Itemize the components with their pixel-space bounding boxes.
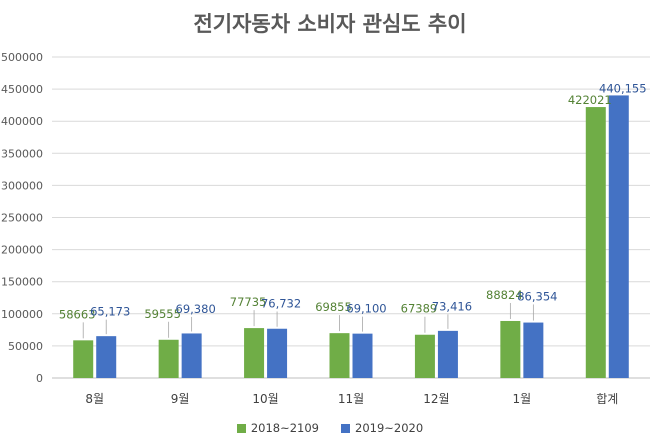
y-tick-label: 100000 — [1, 308, 43, 321]
y-tick-label: 400000 — [1, 115, 43, 128]
bars — [73, 95, 629, 379]
x-tick-label: 9월 — [171, 392, 190, 406]
x-tick-label: 8월 — [85, 392, 104, 406]
bar — [181, 333, 202, 378]
data-label: 440,155 — [599, 81, 647, 95]
data-label: 76,732 — [261, 297, 301, 311]
y-tick-label: 350000 — [1, 147, 43, 160]
legend-swatch — [236, 423, 246, 433]
bar — [96, 336, 117, 378]
y-tick-label: 200000 — [1, 244, 43, 257]
x-axis: 8월 9월 10월 11월 12월 1월 합계 — [85, 392, 618, 406]
bar — [437, 330, 458, 378]
legend: 2018~2109 2019~2020 — [0, 421, 660, 435]
y-tick-label: 50000 — [8, 340, 43, 353]
bar — [73, 340, 94, 378]
y-tick-label: 450000 — [1, 83, 43, 96]
legend-item-series-1: 2018~2109 — [236, 421, 319, 435]
y-tick-label: 300000 — [1, 179, 43, 192]
data-label: 77735 — [230, 295, 267, 309]
legend-item-series-2: 2019~2020 — [341, 421, 423, 435]
y-axis: 0 50000 100000 150000 200000 250000 300000 3500… — [1, 51, 43, 385]
x-tick-label: 11월 — [338, 392, 364, 406]
data-label: 58663 — [59, 307, 96, 321]
legend-swatch — [341, 423, 350, 433]
y-tick-label: 150000 — [1, 276, 43, 289]
bar — [608, 95, 629, 379]
bar — [329, 333, 350, 378]
bar — [158, 339, 179, 378]
data-label: 69,100 — [346, 302, 386, 316]
x-tick-label: 12월 — [423, 392, 449, 406]
chart-title: 전기자동차 소비자 관심도 추이 — [193, 12, 467, 36]
bar — [352, 333, 373, 378]
data-label: 86,354 — [517, 289, 557, 303]
y-tick-label: 250000 — [1, 212, 43, 225]
bar — [500, 320, 521, 378]
x-tick-label: 1월 — [513, 392, 532, 406]
bar — [267, 328, 288, 378]
data-label: 69,380 — [176, 302, 216, 316]
bar — [244, 328, 265, 378]
data-label: 88824 — [486, 288, 523, 302]
x-tick-label: 합계 — [596, 392, 618, 406]
gridlines — [52, 56, 650, 379]
data-label: 59555 — [144, 307, 181, 321]
x-tick-label: 10월 — [252, 392, 278, 406]
data-label: 65,173 — [90, 305, 130, 319]
leader-lines — [82, 302, 534, 339]
bar — [523, 322, 544, 378]
bar — [585, 107, 606, 379]
data-label: 73,416 — [432, 299, 472, 313]
data-labels: 58663 59555 77735 69855 67389 88824 422021 65,1… — [59, 81, 647, 321]
y-tick-label: 0 — [36, 372, 43, 385]
legend-label: 2018~2109 — [250, 421, 319, 435]
data-label: 67389 — [401, 302, 438, 316]
y-tick-label: 500000 — [1, 51, 43, 64]
data-label: 69855 — [315, 300, 352, 314]
legend-label: 2019~2020 — [355, 421, 424, 435]
bar — [414, 334, 435, 378]
data-label: 422021 — [568, 93, 612, 107]
